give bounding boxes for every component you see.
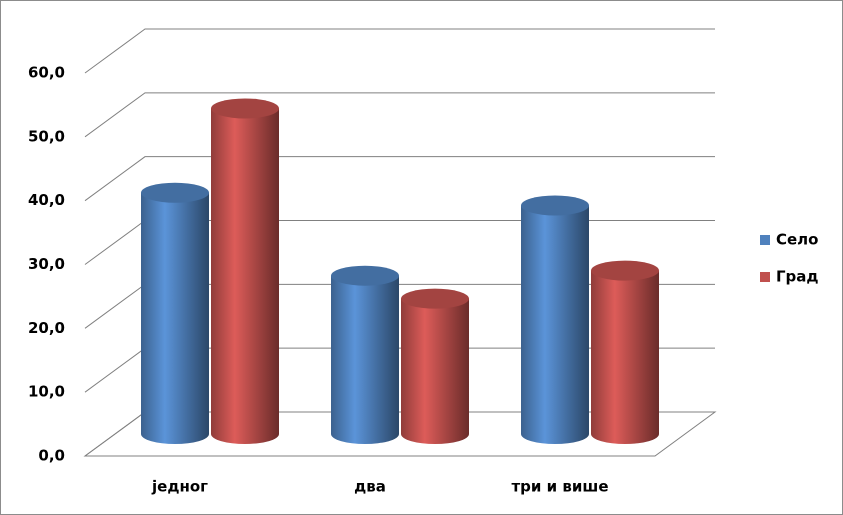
legend-swatch: [760, 235, 770, 245]
grid-line: [84, 28, 715, 74]
y-tick-label: 10,0: [28, 383, 65, 401]
x-tick-label: три и више: [511, 478, 608, 496]
x-tick-label: два: [354, 478, 386, 496]
bar: [521, 205, 589, 444]
legend-swatch: [760, 272, 770, 282]
x-tick-label: једног: [151, 478, 208, 496]
bar: [331, 275, 399, 444]
y-tick-label: 60,0: [28, 64, 65, 82]
y-tick-label: 30,0: [28, 255, 65, 273]
bar: [211, 108, 279, 444]
bar: [141, 192, 209, 444]
legend-label: Град: [776, 268, 819, 286]
bar-top: [521, 195, 589, 216]
y-tick-label: 20,0: [28, 319, 65, 337]
bar-top: [591, 260, 659, 281]
y-tick-label: 50,0: [28, 127, 65, 145]
bar-top: [141, 182, 209, 203]
grid-line: [84, 156, 715, 202]
bar: [591, 270, 659, 444]
legend-label: Село: [776, 231, 818, 249]
bar-top: [331, 265, 399, 286]
bar-top: [401, 288, 469, 309]
y-tick-label: 0,0: [38, 447, 65, 465]
grid-line: [84, 92, 715, 138]
y-tick-label: 40,0: [28, 191, 65, 209]
bar-top: [211, 98, 279, 119]
bar: [401, 298, 469, 444]
